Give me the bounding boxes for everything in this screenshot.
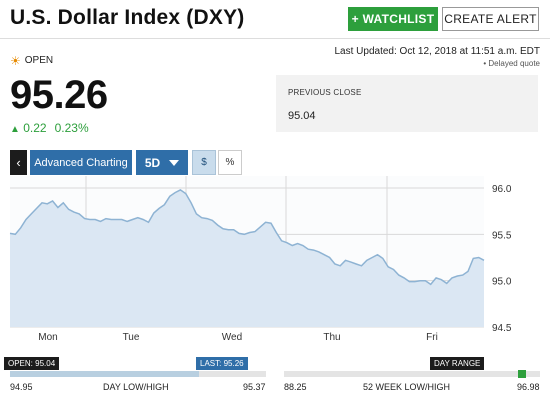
day-high-value: 95.37 xyxy=(243,382,266,392)
x-tick-label: Thu xyxy=(323,332,340,343)
chart-back-button[interactable]: ‹ xyxy=(10,150,27,175)
x-tick-label: Wed xyxy=(222,332,242,343)
delayed-quote-text: Delayed quote xyxy=(488,59,540,68)
last-updated-text: Last Updated: Oct 12, 2018 at 11:51 a.m.… xyxy=(334,46,541,57)
price-change: ▲ 0.22 0.23% xyxy=(10,121,89,135)
day-range-label: DAY LOW/HIGH xyxy=(103,382,169,392)
price-chart[interactable]: 96.0 95.5 95.0 94.5 Mon Tue Wed Thu Fri xyxy=(0,176,550,346)
market-status: ☀ OPEN xyxy=(10,53,54,68)
previous-close-box: PREVIOUS CLOSE 95.04 xyxy=(276,75,538,132)
previous-close-label: PREVIOUS CLOSE xyxy=(288,88,362,97)
x-tick-label: Mon xyxy=(38,332,57,343)
chevron-left-icon: ‹ xyxy=(16,155,21,170)
y-tick-label: 94.5 xyxy=(492,323,512,334)
change-percent: 0.23% xyxy=(54,121,89,135)
y-tick-label: 96.0 xyxy=(492,184,512,195)
open-price-tag: OPEN: 95.04 xyxy=(4,357,60,370)
range-select[interactable]: 5D xyxy=(136,150,188,175)
create-alert-button[interactable]: CREATE ALERT xyxy=(442,7,539,31)
delayed-quote-note: • Delayed quote xyxy=(483,59,540,68)
last-price-tag: LAST: 95.26 xyxy=(196,357,248,370)
percent-toggle[interactable]: % xyxy=(218,150,242,175)
week52-range-label: 52 WEEK LOW/HIGH xyxy=(363,382,451,392)
watchlist-button[interactable]: + WATCHLIST xyxy=(348,7,438,31)
up-triangle-icon: ▲ xyxy=(10,124,20,135)
caret-down-icon xyxy=(169,159,180,166)
price-line xyxy=(9,189,485,286)
week52-range-bar xyxy=(284,371,540,377)
y-tick-label: 95.0 xyxy=(492,277,512,288)
market-status-label: OPEN xyxy=(24,55,54,66)
x-tick-label: Tue xyxy=(123,332,140,343)
bullet-icon: • xyxy=(483,59,487,68)
page-title: U.S. Dollar Index (DXY) xyxy=(10,6,245,29)
advanced-charting-button[interactable]: Advanced Charting xyxy=(30,150,132,175)
day-low-value: 94.95 xyxy=(10,382,33,392)
x-tick-label: Fri xyxy=(426,332,438,343)
week52-level-marker xyxy=(518,370,526,378)
range-select-value: 5D xyxy=(144,155,161,170)
sun-icon: ☀ xyxy=(10,53,21,68)
y-tick-label: 95.5 xyxy=(492,230,512,241)
current-price: 95.26 xyxy=(10,73,108,117)
change-value: 0.22 xyxy=(23,121,47,135)
price-area xyxy=(10,189,484,327)
previous-close-value: 95.04 xyxy=(288,110,316,122)
day-range-bar xyxy=(10,371,266,377)
header-divider xyxy=(0,38,550,39)
day-range-tag: DAY RANGE xyxy=(430,357,485,370)
dollar-toggle[interactable]: $ xyxy=(192,150,216,175)
day-range-fill xyxy=(10,371,199,377)
week52-low-value: 88.25 xyxy=(284,382,307,392)
week52-high-value: 96.98 xyxy=(517,382,540,392)
